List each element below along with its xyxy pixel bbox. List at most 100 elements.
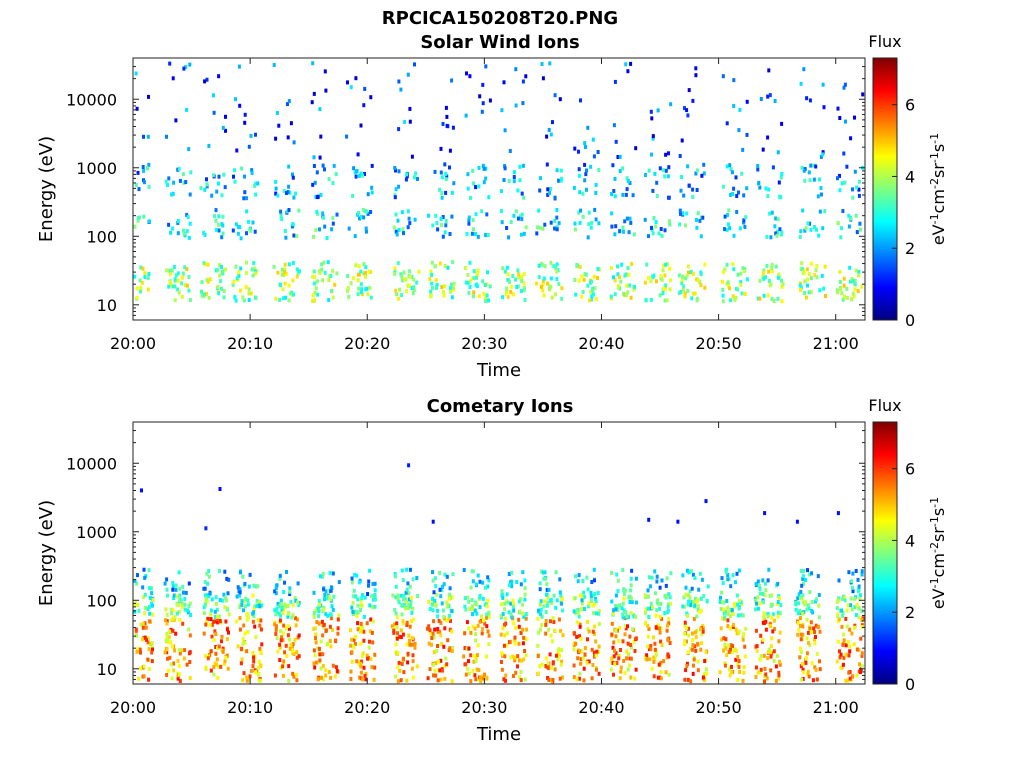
spectrogram-cell xyxy=(654,279,658,284)
spectrogram-cell xyxy=(406,225,410,230)
spectrogram-cell xyxy=(370,593,374,598)
spectrogram-cell xyxy=(815,275,819,280)
spectrogram-cell xyxy=(657,231,661,236)
spectrogram-cell xyxy=(484,166,488,171)
spectrogram-cell xyxy=(275,636,279,641)
spectrogram-cell xyxy=(618,275,621,279)
spectrogram-cell xyxy=(294,191,298,196)
spectrogram-cell xyxy=(503,607,507,612)
spectrogram-cell xyxy=(259,627,263,632)
spectrogram-cell xyxy=(181,621,185,626)
spectrogram-cell xyxy=(360,596,364,601)
spectrogram-cell xyxy=(818,209,822,214)
spectrogram-cell xyxy=(167,222,171,227)
spectrogram-cell xyxy=(667,654,671,659)
spectrogram-cell xyxy=(240,166,244,171)
spectrogram-cell xyxy=(295,650,299,655)
spectrogram-cell xyxy=(408,269,412,274)
spectrogram-cell xyxy=(658,293,662,298)
spectrogram-cell xyxy=(367,645,371,650)
spectrogram-cell xyxy=(393,195,397,200)
spectrogram-cell xyxy=(586,235,590,240)
spectrogram-cell xyxy=(445,123,449,128)
spectrogram-cell xyxy=(503,622,506,627)
spectrogram-cell xyxy=(431,596,435,601)
spectrogram-cell xyxy=(684,668,688,673)
spectrogram-cell xyxy=(187,288,191,293)
spectrogram-cell xyxy=(472,654,476,659)
spectrogram-cell xyxy=(823,264,827,269)
spectrogram-cell xyxy=(577,149,580,154)
spectrogram-cell xyxy=(472,181,476,186)
spectrogram-cell xyxy=(689,679,693,684)
spectrogram-cell xyxy=(578,265,582,269)
spectrogram-cell xyxy=(814,667,818,672)
spectrogram-cell xyxy=(558,577,562,582)
spectrogram-cell xyxy=(314,640,318,645)
spectrogram-cell xyxy=(324,612,328,617)
spectrogram-cell xyxy=(549,132,553,137)
spectrogram-cell xyxy=(223,569,227,574)
spectrogram-cell xyxy=(320,619,324,624)
spectrogram-cell xyxy=(133,274,137,279)
spectrogram-cell xyxy=(689,270,693,274)
spectrogram-cell xyxy=(405,642,409,647)
spectrogram-cell xyxy=(323,69,327,74)
spectrogram-cell xyxy=(513,638,517,643)
spectrogram-cell xyxy=(761,592,765,596)
spectrogram-cell xyxy=(164,179,168,184)
spectrogram-cell xyxy=(801,676,805,681)
spectrogram-cell xyxy=(258,647,262,651)
spectrogram-cell xyxy=(764,186,768,191)
spectrogram-cell xyxy=(329,274,333,278)
y-axis-label: Energy (eV) xyxy=(36,500,57,606)
spectrogram-cell xyxy=(349,677,353,681)
spectrogram-cell xyxy=(613,232,617,237)
spectrogram-cell xyxy=(476,643,480,648)
spectrogram-cell xyxy=(349,281,353,286)
spectrogram-cell xyxy=(214,602,218,606)
x-axis-label: Time xyxy=(476,360,521,381)
spectrogram-cell xyxy=(860,651,864,656)
spectrogram-cell xyxy=(258,604,262,609)
spectrogram-cell xyxy=(860,572,864,577)
spectrogram-cell xyxy=(779,175,783,180)
spectrogram-cell xyxy=(686,602,690,607)
spectrogram-cell xyxy=(363,595,367,600)
spectrogram-cell xyxy=(165,647,169,652)
spectrogram-cell xyxy=(557,221,561,226)
spectrogram-cell xyxy=(364,677,368,682)
spectrogram-cell xyxy=(803,178,807,183)
spectrogram-cell xyxy=(818,288,822,293)
spectrogram-cell xyxy=(205,77,209,82)
spectrogram-cell xyxy=(443,664,447,668)
spectrogram-cell xyxy=(452,281,456,286)
spectrogram-cell xyxy=(440,601,444,606)
spectrogram-cell xyxy=(656,623,660,628)
spectrogram-cell xyxy=(361,593,365,597)
spectrogram-cell xyxy=(351,601,355,605)
spectrogram-cell xyxy=(399,593,403,598)
spectrogram-cell xyxy=(766,94,770,99)
spectrogram-cell xyxy=(818,667,822,672)
spectrogram-cell xyxy=(398,287,402,292)
spectrogram-cell xyxy=(409,600,413,605)
spectrogram-cell xyxy=(767,269,771,274)
spectrogram-cell xyxy=(133,603,137,607)
spectrogram-cell xyxy=(654,224,658,229)
spectrogram-cell xyxy=(686,289,690,294)
spectrogram-cells xyxy=(133,463,865,684)
spectrogram-cell xyxy=(234,222,238,227)
y-tick-label: 10000 xyxy=(66,90,117,109)
spectrogram-cell xyxy=(643,593,647,598)
spectrogram-cell xyxy=(147,647,151,652)
spectrogram-cell xyxy=(572,663,576,668)
spectrogram-cell xyxy=(799,229,803,234)
spectrogram-cell xyxy=(516,664,519,669)
spectrogram-cell xyxy=(859,227,862,232)
spectrogram-cell xyxy=(694,630,697,635)
spectrogram-cell xyxy=(536,616,540,621)
spectrogram-cell xyxy=(399,678,403,683)
spectrogram-cell xyxy=(464,662,468,667)
spectrogram-cell xyxy=(248,572,252,577)
